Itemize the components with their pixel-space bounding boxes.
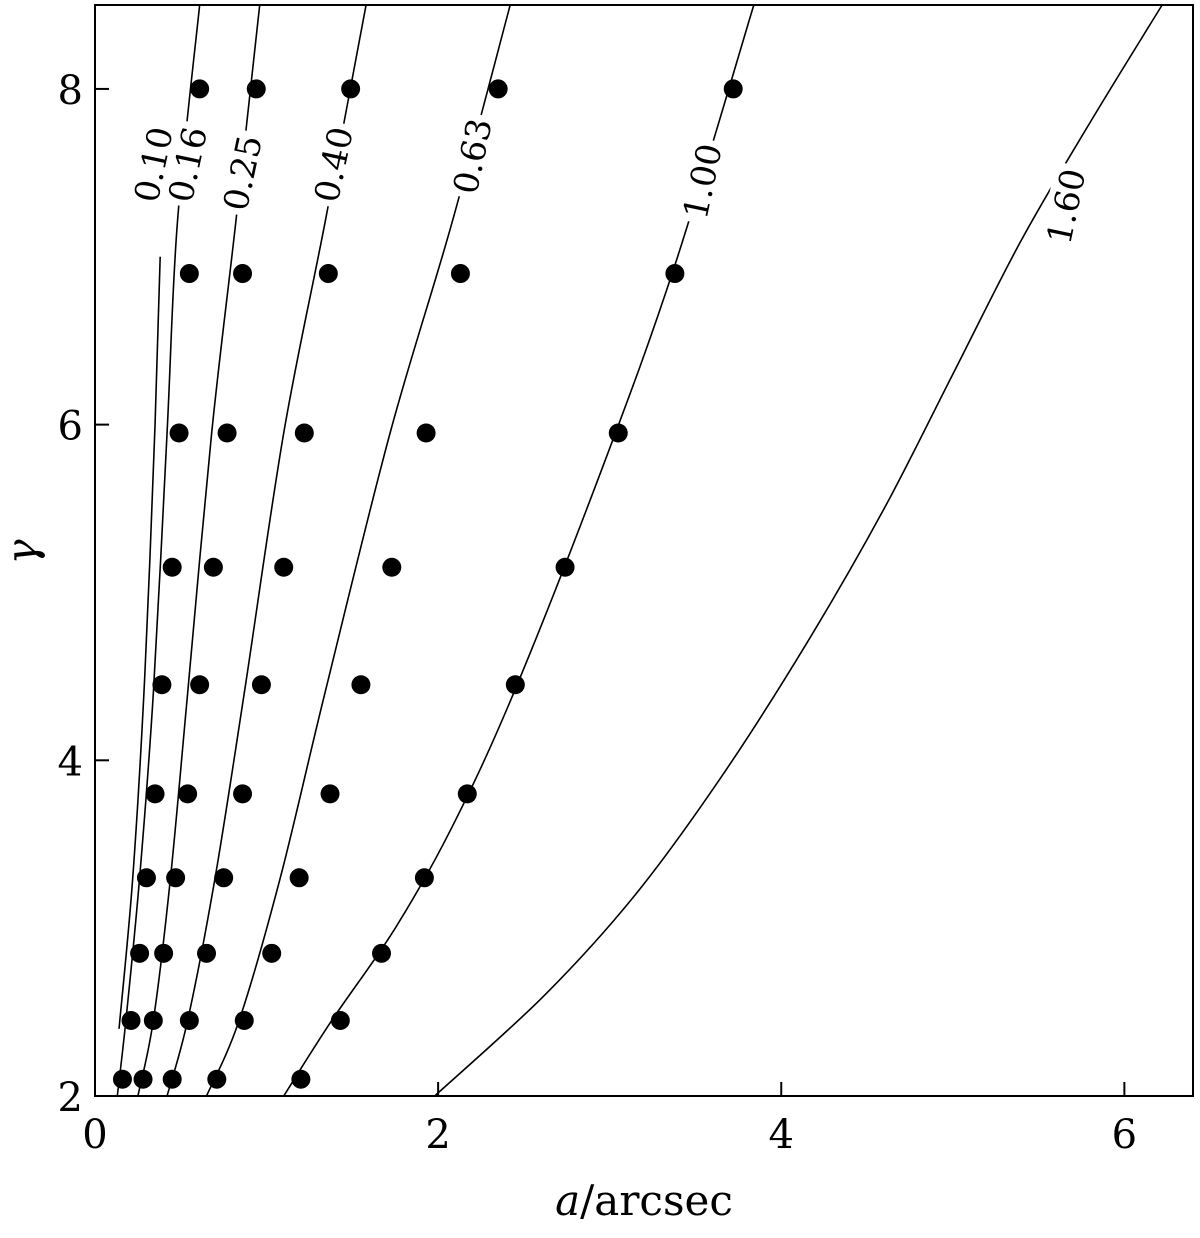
data-point-0.63-6 xyxy=(382,557,402,577)
x-tick-label-6: 6 xyxy=(1112,1112,1137,1158)
data-points xyxy=(112,79,743,1089)
x-tick-label-4: 4 xyxy=(769,1112,794,1158)
data-point-1.00-7 xyxy=(608,423,628,443)
data-point-0.16-7 xyxy=(169,423,189,443)
data-point-0.63-7 xyxy=(416,423,436,443)
contour-line-0.63 xyxy=(205,4,511,1097)
contour-label-bg-0.16 xyxy=(160,119,215,210)
data-point-0.16-2 xyxy=(130,943,150,963)
y-tick-label-2: 2 xyxy=(58,1075,83,1121)
contour-label-bg-0.25 xyxy=(215,127,270,218)
contour-label-group-0.40: 0.40 xyxy=(306,119,362,210)
contour-lines xyxy=(116,4,1163,1097)
data-point-0.25-2 xyxy=(154,943,174,963)
data-point-0.63-0 xyxy=(207,1069,227,1089)
data-point-1.00-9 xyxy=(723,79,743,99)
data-point-1.00-8 xyxy=(665,264,685,284)
data-point-0.16-1 xyxy=(121,1010,141,1030)
contour-label-group-0.63: 0.63 xyxy=(445,111,501,202)
data-point-0.25-0 xyxy=(133,1069,153,1089)
data-point-0.63-3 xyxy=(289,868,309,888)
y-axis-label: γ xyxy=(0,539,46,565)
contour-line-0.16 xyxy=(116,4,201,1097)
data-point-0.25-4 xyxy=(178,784,198,804)
contour-line-1.00 xyxy=(283,4,755,1097)
data-point-1.00-5 xyxy=(505,675,525,695)
contour-line-1.60 xyxy=(434,4,1163,1097)
data-point-0.25-5 xyxy=(190,675,210,695)
data-point-0.63-4 xyxy=(320,784,340,804)
contour-label-bg-1.60 xyxy=(1038,161,1094,252)
data-point-1.00-6 xyxy=(555,557,575,577)
data-point-0.40-2 xyxy=(197,943,217,963)
axis-ticks xyxy=(94,87,1126,1097)
contour-label-0.25: 0.25 xyxy=(216,132,271,214)
data-point-0.16-6 xyxy=(162,557,182,577)
data-point-0.25-9 xyxy=(246,79,266,99)
x-axis-label-variable: a xyxy=(555,1176,580,1225)
data-point-0.16-0 xyxy=(112,1069,132,1089)
contour-label-bg-0.63 xyxy=(445,111,500,202)
contour-label-bg-0.40 xyxy=(306,119,361,210)
contour-line-0.40 xyxy=(166,4,367,1097)
data-point-0.40-8 xyxy=(318,264,338,284)
data-point-0.40-1 xyxy=(179,1010,199,1030)
contour-label-0.63: 0.63 xyxy=(446,115,501,197)
data-point-0.40-9 xyxy=(341,79,361,99)
data-point-1.00-2 xyxy=(372,943,392,963)
x-tick-label-0: 0 xyxy=(82,1112,107,1158)
data-point-0.40-5 xyxy=(251,675,271,695)
contour-line-0.25 xyxy=(137,4,261,1097)
data-point-0.25-7 xyxy=(217,423,237,443)
contour-label-1.00: 1.00 xyxy=(676,140,731,222)
contour-label-group-0.25: 0.25 xyxy=(215,127,271,218)
data-point-0.40-4 xyxy=(233,784,253,804)
plot-frame xyxy=(94,4,1194,1097)
data-point-0.25-3 xyxy=(166,868,186,888)
data-point-0.16-8 xyxy=(179,264,199,284)
data-point-0.16-5 xyxy=(152,675,172,695)
data-point-0.40-0 xyxy=(162,1069,182,1089)
contour-label-group-1.00: 1.00 xyxy=(675,136,731,227)
data-point-0.25-6 xyxy=(203,557,223,577)
data-point-0.63-9 xyxy=(488,79,508,99)
x-axis-label-unit: /arcsec xyxy=(580,1176,733,1225)
data-point-1.00-3 xyxy=(414,868,434,888)
contour-label-group-1.60: 1.60 xyxy=(1038,161,1095,252)
y-tick-label-4: 4 xyxy=(58,739,83,785)
contour-line-0.10 xyxy=(118,256,161,1029)
data-point-0.63-8 xyxy=(450,264,470,284)
data-point-0.16-3 xyxy=(136,868,156,888)
data-point-0.40-3 xyxy=(214,868,234,888)
data-point-1.00-4 xyxy=(457,784,477,804)
data-point-0.63-5 xyxy=(351,675,371,695)
data-point-1.00-0 xyxy=(291,1069,311,1089)
data-point-0.40-7 xyxy=(294,423,314,443)
data-point-0.40-6 xyxy=(274,557,294,577)
contour-labels: 0.100.16 0.25 0.40 0.63 1.00 1.60 xyxy=(126,111,1095,252)
contour-label-0.40: 0.40 xyxy=(307,123,362,205)
data-point-1.00-1 xyxy=(330,1010,350,1030)
contour-label-group-0.16: 0.16 xyxy=(160,119,216,210)
x-axis-label: a/arcsec xyxy=(555,1176,733,1225)
contour-label-bg-1.00 xyxy=(675,136,730,227)
y-tick-label-6: 6 xyxy=(58,404,83,450)
data-point-0.16-4 xyxy=(145,784,165,804)
data-point-0.16-9 xyxy=(190,79,210,99)
data-point-0.63-2 xyxy=(262,943,282,963)
contour-label-1.60: 1.60 xyxy=(1040,165,1095,247)
x-tick-label-2: 2 xyxy=(425,1112,450,1158)
data-point-0.63-1 xyxy=(234,1010,254,1030)
data-point-0.25-8 xyxy=(233,264,253,284)
data-point-0.25-1 xyxy=(143,1010,163,1030)
y-tick-label-8: 8 xyxy=(58,68,83,114)
